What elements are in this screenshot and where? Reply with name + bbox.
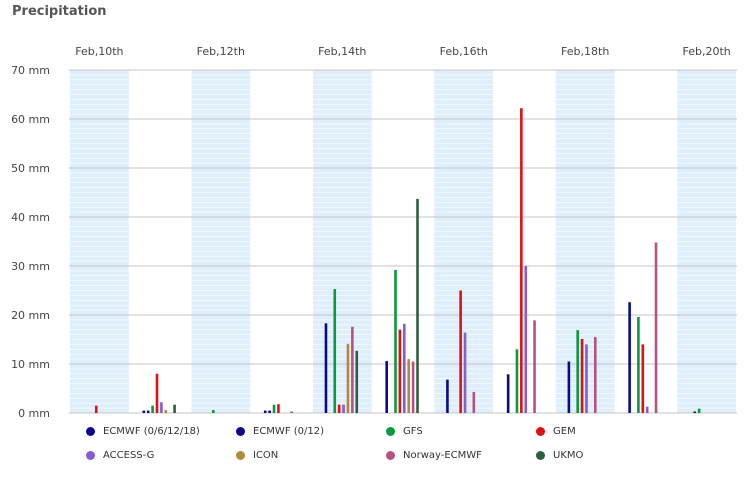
bar bbox=[524, 266, 528, 413]
legend-swatch bbox=[386, 427, 395, 436]
legend-item[interactable]: GEM bbox=[536, 426, 576, 437]
x-tick-label: Feb,18th bbox=[561, 45, 609, 58]
bar bbox=[407, 359, 410, 413]
y-tick-label: 40 mm bbox=[11, 211, 50, 224]
bar bbox=[160, 402, 163, 413]
y-tick-label: 10 mm bbox=[11, 358, 50, 371]
bar bbox=[268, 410, 271, 413]
y-tick-label: 60 mm bbox=[11, 113, 50, 126]
bar bbox=[472, 391, 476, 413]
grid-lines bbox=[69, 69, 737, 414]
bar bbox=[697, 408, 701, 413]
x-tick-label: Feb,16th bbox=[440, 45, 488, 58]
bar bbox=[520, 108, 523, 413]
legend-label: GFS bbox=[403, 426, 423, 437]
bar bbox=[398, 329, 402, 413]
x-tick-label: Feb,14th bbox=[318, 45, 366, 58]
bar bbox=[394, 269, 397, 413]
bar bbox=[272, 404, 276, 413]
legend: ECMWF (0/6/12/18) ECMWF (0/12) GFS GEM ACCES… bbox=[86, 426, 726, 474]
legend-item[interactable]: Norway-ECMWF bbox=[386, 450, 482, 461]
bar bbox=[342, 404, 345, 413]
bar bbox=[576, 330, 579, 413]
bar bbox=[277, 404, 280, 413]
bar bbox=[654, 242, 658, 413]
legend-swatch bbox=[86, 451, 95, 460]
y-tick-label: 30 mm bbox=[11, 260, 50, 273]
y-tick-label: 70 mm bbox=[11, 64, 50, 77]
legend-item[interactable]: ECMWF (0/12) bbox=[236, 426, 324, 437]
y-tick-label: 50 mm bbox=[11, 162, 50, 175]
legend-label: ECMWF (0/12) bbox=[253, 426, 325, 437]
legend-swatch bbox=[86, 427, 95, 436]
bar bbox=[212, 410, 215, 413]
bar bbox=[515, 349, 519, 413]
bar bbox=[641, 344, 645, 413]
legend-label: ACCESS-G bbox=[103, 450, 155, 461]
bar bbox=[355, 350, 359, 413]
bar bbox=[385, 361, 388, 413]
legend-swatch bbox=[236, 427, 245, 436]
bar bbox=[459, 290, 462, 413]
y-tick-label: 20 mm bbox=[11, 309, 50, 322]
legend-label: UKMO bbox=[553, 450, 584, 461]
legend-swatch bbox=[536, 451, 545, 460]
bar bbox=[337, 404, 341, 413]
bar bbox=[346, 343, 350, 413]
bar bbox=[637, 316, 640, 413]
y-axis: 0 mm 10 mm 20 mm 30 mm 40 mm 50 mm 60 mm 70 mm bbox=[11, 64, 50, 420]
bar bbox=[593, 337, 597, 413]
bar bbox=[263, 410, 267, 413]
chart-title: Precipitation bbox=[12, 4, 107, 19]
bar bbox=[416, 198, 419, 413]
legend-swatch bbox=[386, 451, 395, 460]
x-axis: Feb,10th Feb,12th Feb,14th Feb,16th Feb,18th… bbox=[75, 45, 731, 58]
bar bbox=[351, 326, 354, 413]
bar bbox=[94, 405, 98, 413]
bar bbox=[324, 323, 328, 413]
bar-marks bbox=[94, 108, 701, 413]
bar bbox=[506, 374, 510, 413]
legend-label: Norway-ECMWF bbox=[403, 450, 482, 461]
legend-label: GEM bbox=[553, 426, 576, 437]
bar bbox=[645, 406, 649, 413]
bar bbox=[463, 332, 467, 413]
bar bbox=[146, 410, 150, 413]
bar bbox=[411, 361, 415, 413]
bar bbox=[403, 323, 406, 413]
legend-label: ECMWF (0/6/12/18) bbox=[103, 426, 200, 437]
bar bbox=[580, 339, 584, 413]
bar bbox=[628, 302, 631, 413]
bar bbox=[173, 404, 176, 413]
y-tick-label: 0 mm bbox=[18, 407, 50, 420]
legend-item[interactable]: ECMWF (0/6/12/18) bbox=[86, 426, 200, 437]
legend-swatch bbox=[236, 451, 245, 460]
bar bbox=[290, 411, 293, 413]
bar bbox=[333, 289, 337, 413]
legend-label: ICON bbox=[253, 450, 279, 461]
bar bbox=[151, 405, 154, 413]
bar bbox=[533, 320, 536, 413]
bar bbox=[164, 410, 168, 413]
legend-swatch bbox=[536, 427, 545, 436]
legend-item[interactable]: GFS bbox=[386, 426, 423, 437]
bar bbox=[585, 344, 588, 413]
bar bbox=[567, 361, 571, 413]
bar bbox=[693, 411, 697, 413]
bar bbox=[446, 379, 449, 413]
legend-item[interactable]: ACCESS-G bbox=[86, 450, 154, 461]
bar bbox=[142, 410, 146, 413]
legend-item[interactable]: UKMO bbox=[536, 450, 583, 461]
x-tick-label: Feb,10th bbox=[75, 45, 123, 58]
legend-item[interactable]: ICON bbox=[236, 450, 278, 461]
x-tick-label: Feb,12th bbox=[197, 45, 245, 58]
bar bbox=[155, 373, 159, 413]
x-tick-label: Feb,20th bbox=[683, 45, 731, 58]
